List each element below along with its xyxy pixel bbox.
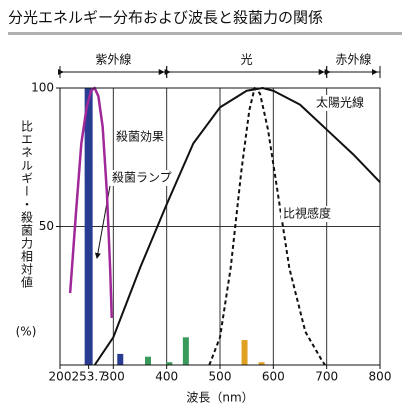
series-label: 太陽光線: [316, 95, 364, 110]
bar: [166, 362, 173, 365]
plot-frame: [59, 87, 381, 366]
bar: [258, 362, 265, 365]
bar: [145, 356, 151, 365]
region-label: 赤外線: [335, 52, 371, 67]
x-tick-label: 800: [369, 370, 392, 384]
region-label-bg: [331, 52, 376, 66]
x-axis-label: 波長（nm）: [186, 391, 253, 405]
y-axis-unit: (%): [16, 325, 37, 339]
x-tick-label: 200: [49, 370, 72, 384]
bar: [241, 340, 248, 365]
x-tick-label: 300: [102, 370, 125, 384]
x-tick-label: 600: [262, 370, 285, 384]
label-bg: [110, 170, 174, 186]
bar: [182, 337, 189, 365]
title-rule: [8, 32, 402, 35]
line: [208, 87, 326, 366]
series-label: 殺菌効果: [116, 129, 164, 144]
region-label-bg: [224, 52, 269, 66]
bar: [84, 88, 93, 365]
y-tick-label: 50: [39, 219, 54, 233]
label-bg: [281, 206, 333, 222]
region-label: 光: [241, 53, 253, 67]
x-tick-label: 500: [209, 370, 232, 384]
label-bg: [314, 95, 366, 111]
line: [93, 87, 381, 366]
x-tick-label: 253.7: [71, 370, 105, 384]
y-tick-label: 100: [31, 81, 54, 95]
region-label-bg: [91, 52, 136, 66]
label-bg: [114, 129, 166, 145]
y-axis-label: 比エネルギー・殺菌力相対値: [20, 120, 34, 289]
series-label: 比視感度: [283, 206, 331, 221]
x-tick-label: 400: [155, 370, 178, 384]
region-label: 紫外線: [95, 52, 131, 67]
chart-title: 分光エネルギー分布および波長と殺菌力の関係: [8, 9, 323, 27]
bar: [117, 353, 124, 365]
x-tick-label: 700: [315, 370, 338, 384]
series-label: 殺菌ランプ: [112, 171, 172, 185]
